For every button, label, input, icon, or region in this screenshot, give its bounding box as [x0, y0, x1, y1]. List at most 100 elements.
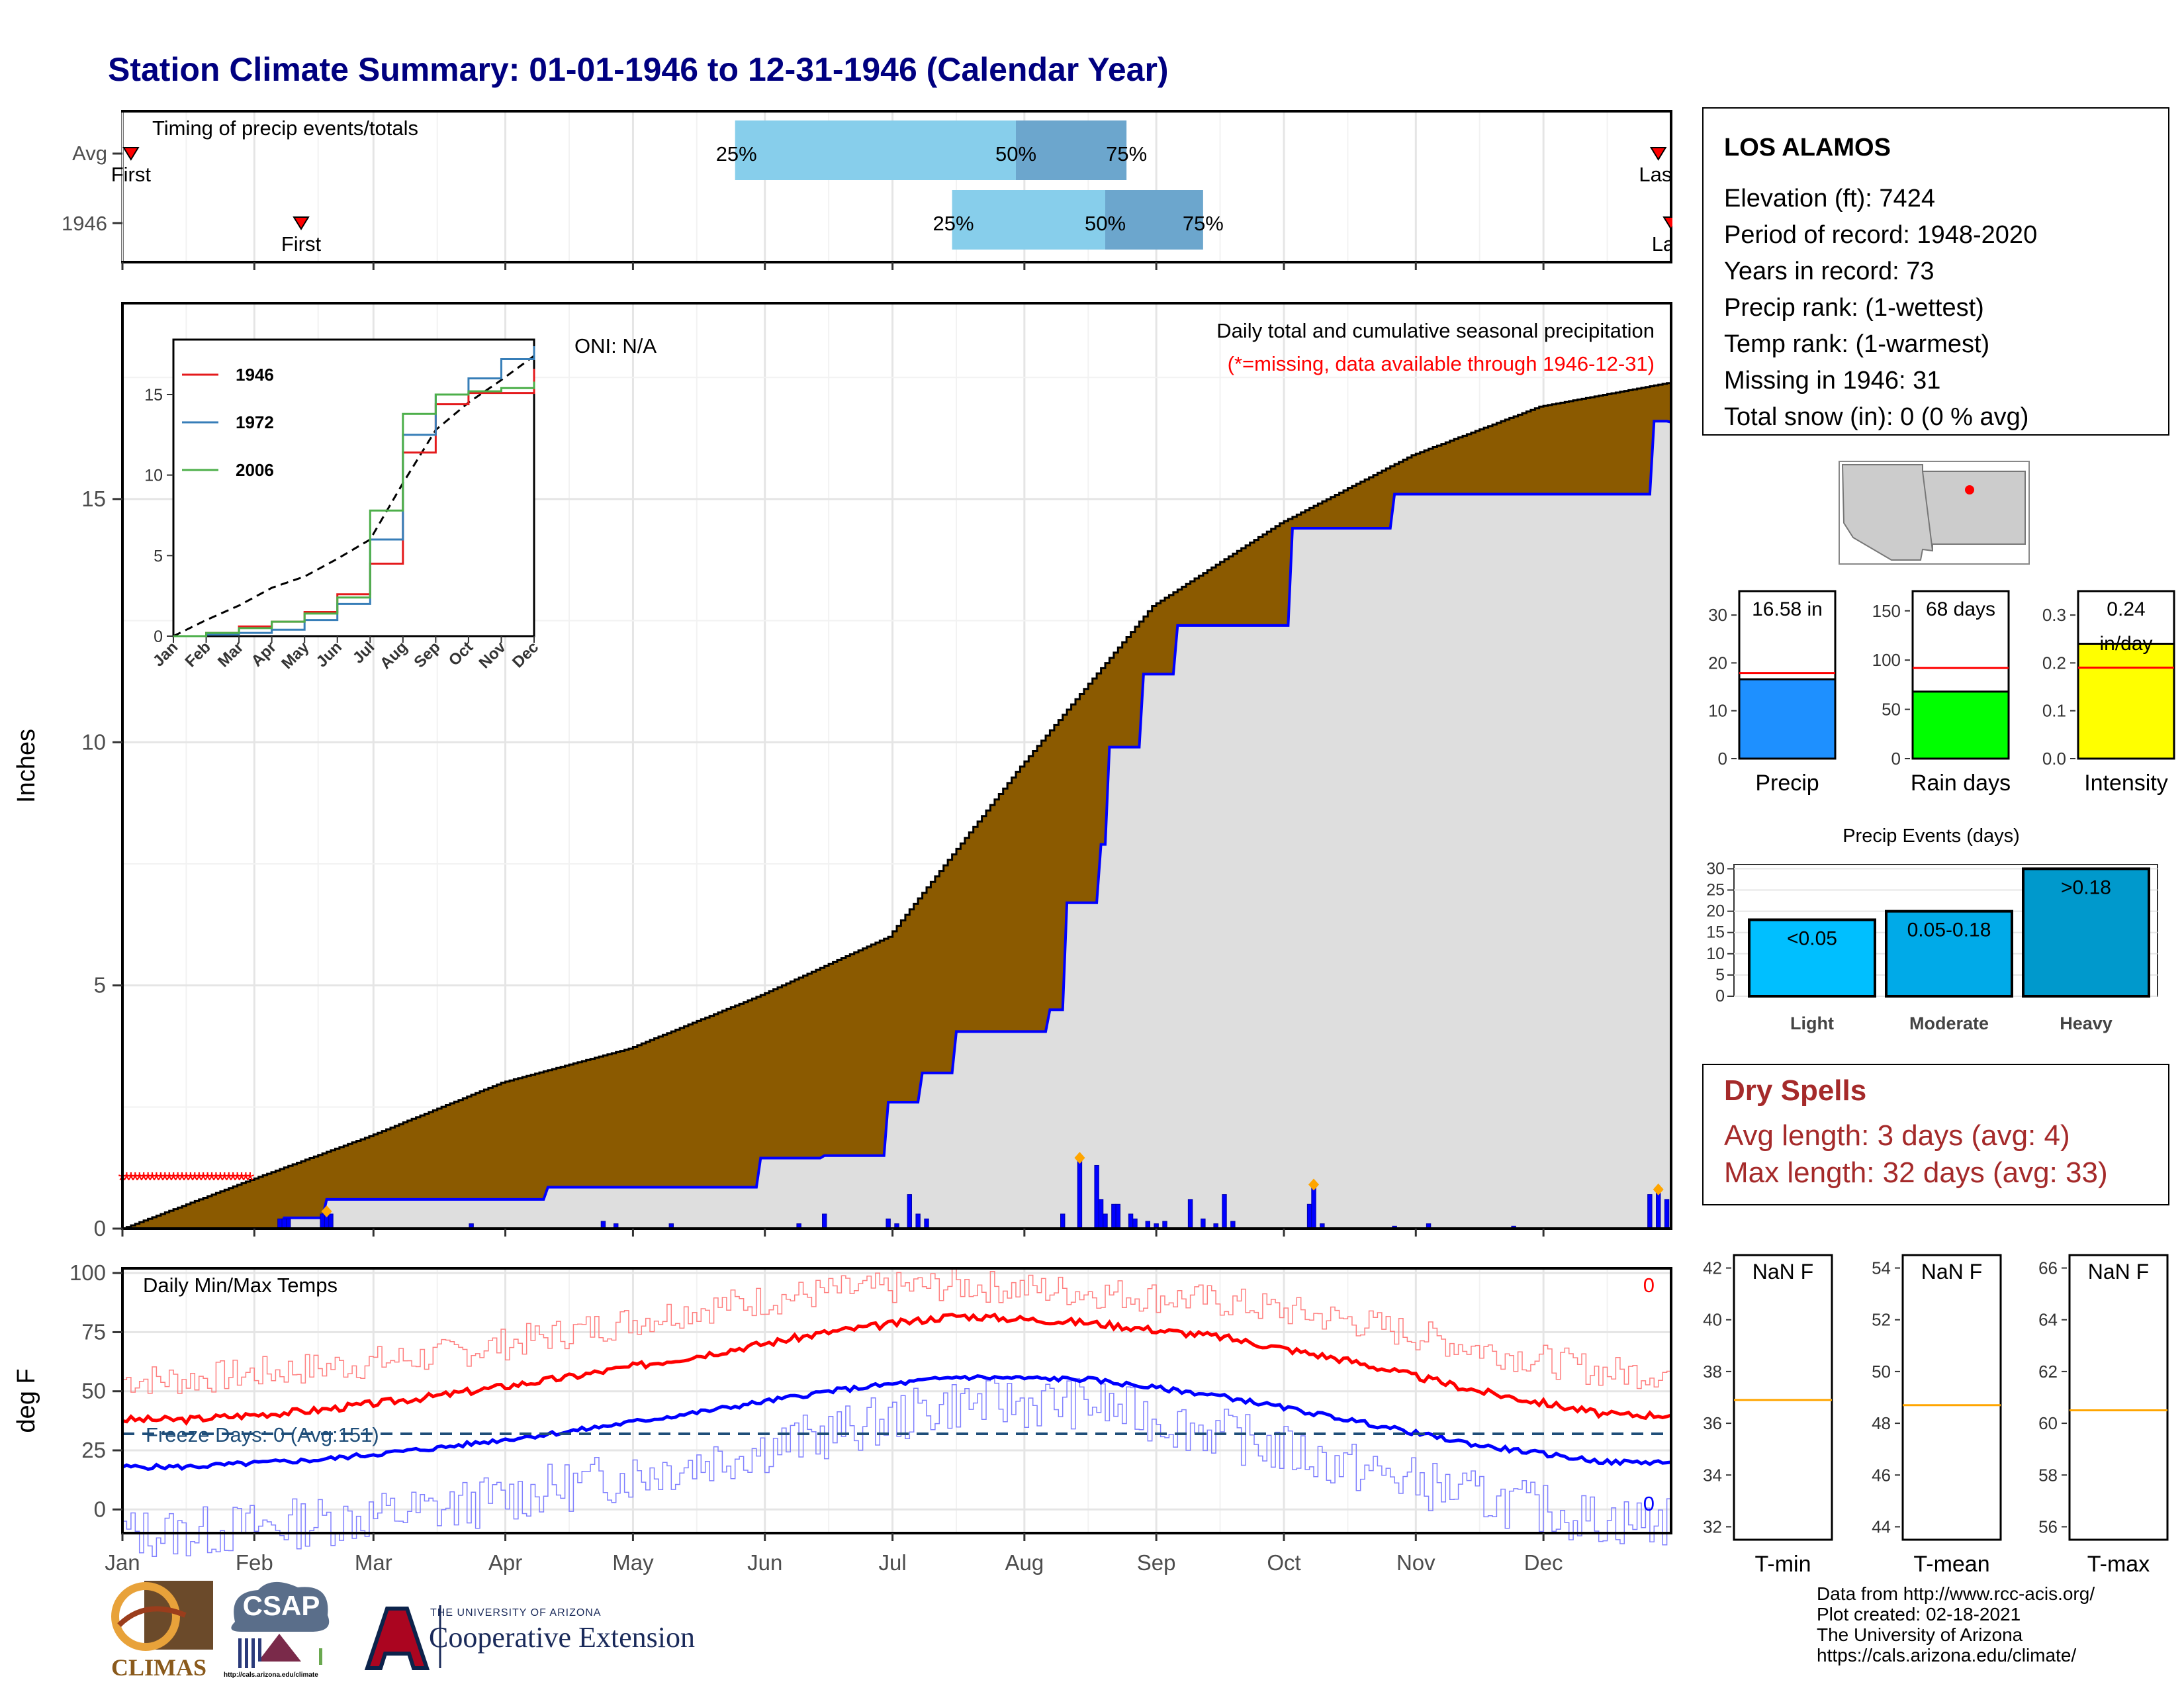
events-y-label: 15 — [1706, 923, 1725, 942]
events-bar — [1748, 918, 1876, 998]
inset-legend-label: 1946 — [236, 365, 274, 385]
coop-ext-university: THE UNIVERSITY OF ARIZONA — [430, 1607, 602, 1618]
summary-bar-label: Intensity — [2084, 771, 2168, 796]
summary-value-label: in/day — [2099, 633, 2152, 655]
climas-logo-ring — [111, 1582, 180, 1651]
events-y-label: 30 — [1706, 859, 1725, 878]
timing-q50-q75-bar — [1105, 190, 1203, 250]
missing-day-marker: * — [212, 1168, 220, 1194]
precip-note-title: Daily total and cumulative seasonal prec… — [1216, 319, 1655, 342]
summary-y-label: 50 — [1882, 700, 1901, 720]
daily-precip-bar — [1094, 1164, 1099, 1229]
timing-q50-label: 50% — [995, 142, 1036, 165]
record-min-line — [122, 1376, 1672, 1557]
temp-box-y-label: 56 — [2038, 1517, 2058, 1536]
temp-box-frame — [2068, 1254, 2169, 1541]
summary-bar-label: Rain days — [1911, 771, 2011, 796]
csap-url: http://cals.arizona.edu/climate — [224, 1671, 318, 1679]
station-temp-rank: Temp rank: (1-warmest) — [1724, 330, 1989, 358]
missing-day-marker: * — [203, 1168, 212, 1194]
month-label: Apr — [488, 1550, 522, 1575]
temp-y-label: deg F — [13, 1368, 40, 1432]
page-title: Station Climate Summary: 01-01-1946 to 1… — [108, 51, 1169, 88]
missing-day-marker: * — [140, 1168, 148, 1194]
missing-day-marker: * — [131, 1168, 140, 1194]
events-category-label: Light — [1790, 1013, 1834, 1033]
timing-first-label: First — [111, 163, 152, 186]
station-name: LOS ALAMOS — [1724, 134, 1891, 162]
temp-lines — [121, 1268, 1672, 1557]
temp-box-y-label: 38 — [1703, 1362, 1722, 1382]
temp-box-y-label: 36 — [1703, 1413, 1722, 1433]
temp-box-y-label: 46 — [1872, 1465, 1891, 1485]
event-highlight-marker — [1308, 1178, 1319, 1191]
station-years: Years in record: 73 — [1724, 258, 1934, 285]
timing-row-year-label: 1946 — [62, 212, 107, 235]
precip-y-tick-label: 10 — [81, 729, 106, 754]
temp-box-y-label: 40 — [1703, 1310, 1722, 1330]
precip-y-tick-label: 15 — [81, 487, 106, 511]
inset-y-label: 5 — [154, 547, 163, 565]
temp-y-tick-label: 100 — [69, 1260, 106, 1285]
timing-q25-label: 25% — [716, 142, 757, 165]
precip-y-tick-label: 0 — [94, 1216, 106, 1241]
event-highlight-marker — [1653, 1183, 1664, 1196]
footer-logos: CLIMAS CSAP http://cals.arizona.edu/clim… — [106, 1575, 741, 1681]
missing-day-marker: * — [220, 1168, 229, 1194]
summary-y-label: 20 — [1708, 653, 1727, 673]
record-min-count: 0 — [1643, 1492, 1655, 1515]
station-info-box: LOS ALAMOS Elevation (ft): 7424 Period o… — [1702, 107, 2169, 436]
precip-y-tick-label: 5 — [94, 973, 106, 998]
climas-logo — [111, 1581, 213, 1651]
temp-box-y-label: 50 — [1872, 1362, 1891, 1382]
summary-bar-fill — [2077, 643, 2175, 760]
daily-precip-bar — [907, 1194, 912, 1229]
events-category-label: Heavy — [2060, 1013, 2113, 1033]
summary-y-label: 150 — [1872, 601, 1901, 621]
missing-day-marker: * — [182, 1168, 191, 1194]
temp-box-y-label: 66 — [2038, 1258, 2058, 1278]
summary-y-label: 10 — [1708, 701, 1727, 721]
timing-q50-q75-bar — [1016, 120, 1127, 180]
daily-precip-bar — [328, 1213, 334, 1229]
month-label: Nov — [1396, 1550, 1435, 1575]
summary-y-label: 0.2 — [2042, 653, 2066, 673]
missing-day-marker: * — [148, 1168, 156, 1194]
daily-precip-bar — [1111, 1203, 1116, 1229]
summary-y-label: 0.3 — [2042, 605, 2066, 625]
inset-y-label: 0 — [154, 628, 163, 646]
daily-precip-bar — [924, 1218, 929, 1229]
daily-precip-bar — [1060, 1213, 1066, 1229]
daily-precip-bar — [277, 1218, 283, 1229]
temp-box-y-label: 58 — [2038, 1465, 2058, 1485]
missing-day-marker: * — [169, 1168, 178, 1194]
missing-day-marker: * — [199, 1168, 208, 1194]
climas-wordmark: CLIMAS — [111, 1654, 207, 1681]
dry-spells-max: Max length: 32 days (avg: 33) — [1724, 1156, 2108, 1189]
credit-url: https://cals.arizona.edu/climate/ — [1817, 1645, 2077, 1665]
temp-box-label: T-mean — [1913, 1552, 1989, 1577]
missing-day-marker: * — [216, 1168, 224, 1194]
inset-series-line — [173, 381, 535, 637]
missing-day-marker: * — [161, 1168, 169, 1194]
inset-y-label: 15 — [144, 386, 163, 404]
temp-box-y-label: 60 — [2038, 1413, 2058, 1433]
events-bar-label: 0.05-0.18 — [1907, 919, 1991, 941]
temp-y-tick-label: 0 — [94, 1497, 106, 1521]
events-y-label: 25 — [1706, 881, 1725, 900]
dry-spells-title: Dry Spells — [1724, 1074, 1866, 1107]
station-total-snow: Total snow (in): 0 (0 % avg) — [1724, 403, 2028, 431]
temp-panel-bg — [122, 1268, 1671, 1533]
missing-day-marker: * — [242, 1168, 250, 1194]
temp-y-axis: 0 25 50 75 100 — [69, 1260, 122, 1521]
station-period: Period of record: 1948-2020 — [1724, 221, 2037, 249]
logo-graphics — [111, 1581, 441, 1670]
credits-block: Data from http://www.rcc-acis.org/ Plot … — [1817, 1583, 2095, 1665]
temp-y-tick-label: 25 — [81, 1438, 106, 1462]
timing-q25-q50-bar — [952, 190, 1105, 250]
temp-box-y-label: 62 — [2038, 1362, 2058, 1382]
missing-day-marker: * — [135, 1168, 144, 1194]
station-elevation: Elevation (ft): 7424 — [1724, 185, 1935, 212]
precip-events-chart: Precip Events (days) 0 5 10 15 20 25 30 <0.05 Li… — [1706, 825, 2158, 1033]
